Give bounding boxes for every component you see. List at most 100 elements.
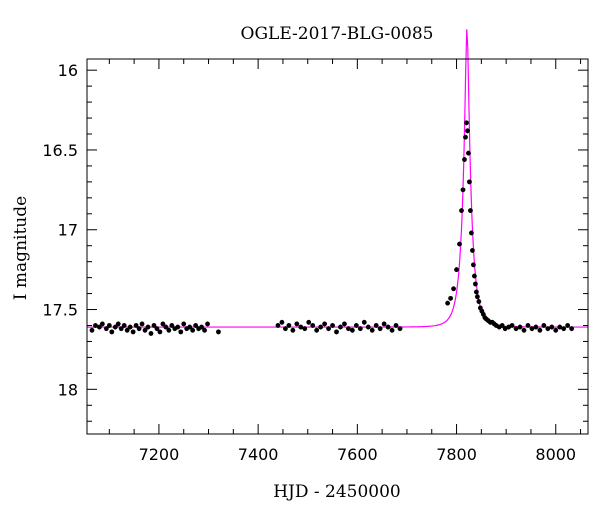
data-point [286,323,292,328]
data-point [465,128,470,134]
data-point [202,327,207,333]
data-point [142,327,148,333]
data-point [397,326,403,332]
data-point [365,324,371,330]
data-point [199,324,204,330]
data-point [468,208,473,213]
data-point [569,326,575,332]
data-point [89,327,95,333]
data-points-layer [89,120,575,336]
data-point [160,321,166,327]
data-point [470,248,475,253]
data-point [175,324,181,330]
data-point [349,327,355,333]
data-point [462,157,467,162]
data-point [166,327,172,333]
x-tick-label: 7400 [238,445,279,464]
y-tick-label: 16.5 [42,141,78,160]
data-point [139,321,145,327]
data-point [553,327,559,333]
data-point [157,329,163,335]
data-point [275,323,281,328]
data-point [445,300,451,306]
y-tick-label: 17.5 [42,301,78,320]
data-point [533,324,539,330]
data-point [545,326,551,332]
data-point [457,241,462,247]
data-point [565,323,571,328]
data-point [205,321,210,327]
data-point [377,326,383,332]
data-point [393,323,399,328]
data-point [106,323,112,328]
data-point [525,323,531,328]
data-point [381,321,387,327]
data-point [454,267,459,273]
data-point [154,326,160,332]
data-point [561,326,567,332]
data-point [499,323,505,328]
data-point [130,329,136,335]
data-point [283,326,288,332]
data-point [389,327,395,333]
plot-frame [86,58,589,435]
data-point [151,323,157,328]
data-point [318,324,324,330]
data-point [385,324,391,330]
data-point [178,329,184,335]
data-point [476,299,482,304]
data-point [193,323,199,328]
data-point [109,329,115,335]
data-point [127,324,133,330]
data-point [557,324,563,330]
data-point [537,327,543,333]
data-point [541,323,547,328]
y-tick-label: 18 [58,380,78,399]
chart-title: OGLE-2017-BLG-0085 [241,24,434,44]
data-point [459,208,464,213]
data-point [517,324,523,330]
data-point [473,289,479,295]
data-point [99,321,105,327]
data-point [163,324,169,330]
data-point [513,326,519,332]
data-point [181,321,187,327]
data-point [361,319,367,325]
data-point [115,321,121,327]
data-point [216,329,221,335]
data-point [346,326,351,332]
x-axis-label: HJD - 2450000 [273,482,401,502]
data-point [136,326,142,332]
data-point [342,321,347,327]
data-point [310,323,316,328]
data-point [124,327,130,333]
data-point [169,323,175,328]
data-point [118,326,124,332]
data-point [302,326,308,332]
data-point [326,326,331,332]
y-tick-label: 17 [58,221,78,240]
data-point [103,326,109,332]
data-point [474,294,480,300]
data-point [460,187,466,193]
data-point [93,323,98,328]
data-point [467,179,472,185]
axis-ticks [87,59,588,434]
data-point [466,150,471,156]
data-point [133,323,139,328]
y-axis-label: I magnitude [11,196,31,300]
data-point [369,327,375,333]
data-point [472,281,478,287]
data-point [463,134,468,140]
data-point [121,323,127,328]
data-point [112,324,118,330]
x-tick-label: 7600 [337,445,378,464]
data-point [357,326,363,332]
y-tick-label: 16 [58,61,78,80]
data-point [306,319,312,325]
x-tick-label: 7800 [436,445,477,464]
data-point [521,327,527,333]
data-point [529,326,535,332]
data-point [314,327,320,333]
